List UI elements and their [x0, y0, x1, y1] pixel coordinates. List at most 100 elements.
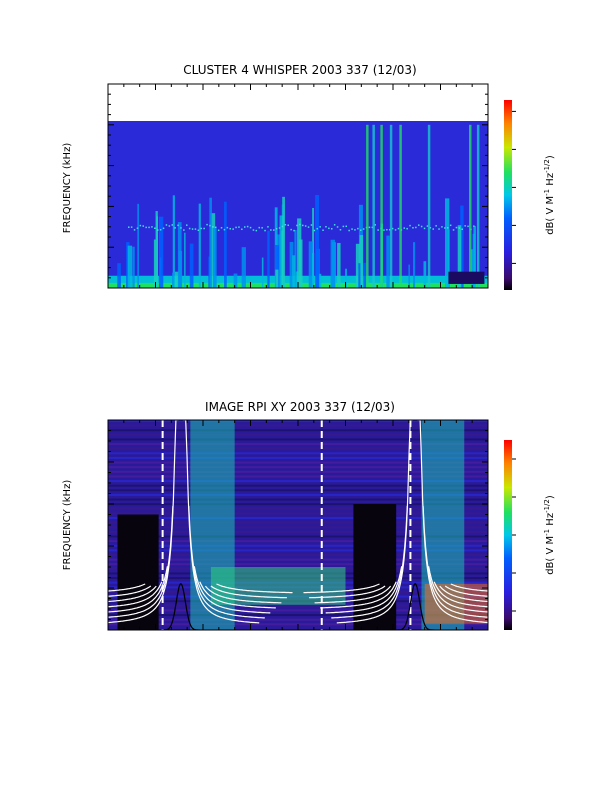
spectral-spike: [355, 243, 360, 288]
plasma-line-dot: [432, 228, 434, 230]
plasma-line-dot: [159, 228, 162, 231]
plasma-line-dot: [151, 226, 153, 228]
plasma-line-dot: [168, 225, 171, 227]
emission-band: [210, 567, 346, 605]
plasma-line-dot: [374, 224, 376, 226]
spectral-spike: [386, 235, 390, 288]
spectrogram-features: [108, 420, 488, 630]
plasma-line-dot: [429, 227, 432, 229]
interference-band: [108, 461, 488, 464]
broadband-burst: [389, 124, 393, 288]
spectral-spike: [174, 271, 180, 288]
plasma-line-dot: [246, 225, 249, 228]
spectral-spike: [282, 196, 285, 288]
plasma-line-dot: [194, 228, 197, 230]
interference-band: [108, 466, 488, 469]
model-curve: [108, 583, 146, 592]
plasma-line-dot: [368, 226, 371, 229]
spectral-spike: [158, 216, 164, 288]
plasma-line-dot: [351, 228, 353, 230]
interference-band: [108, 553, 488, 556]
interference-band: [108, 433, 488, 436]
plasma-line-dot: [171, 224, 173, 226]
plasma-line-dot: [313, 229, 316, 232]
spectral-spike: [363, 262, 367, 288]
spectral-spike: [267, 230, 270, 288]
spectral-spike: [275, 244, 280, 288]
plasma-line-dot: [377, 229, 379, 231]
plasma-line-dot: [162, 227, 165, 230]
plasma-line-dot: [226, 226, 229, 229]
y-axis-label: FREQUENCY (kHz): [62, 480, 73, 571]
dark-region: [353, 504, 397, 630]
spectral-spike: [473, 226, 476, 288]
spectral-spike: [275, 269, 279, 288]
chart-title: CLUSTER 4 WHISPER 2003 337 (12/03): [183, 63, 416, 77]
plasma-line-dot: [238, 226, 240, 228]
interference-band: [108, 618, 488, 621]
spectral-spike: [289, 241, 294, 288]
broadband-burst: [476, 124, 480, 288]
plasma-line-dot: [220, 227, 223, 229]
colorbar-label-exp: -1/2: [543, 499, 551, 513]
plasma-line-dot: [293, 229, 295, 232]
colorbar: [504, 100, 512, 290]
colorbar-label: dB( V M-1 Hz-1/2): [543, 495, 556, 575]
plasma-line-dot: [333, 224, 336, 226]
interference-band: [108, 512, 488, 515]
plasma-line-dot: [435, 225, 437, 227]
interference-band: [108, 535, 488, 538]
interference-band: [108, 549, 488, 552]
plasma-line-dot: [203, 227, 205, 230]
plasma-line-dot: [406, 227, 408, 230]
plasma-line-dot: [255, 229, 258, 232]
plasma-line-dot: [449, 224, 452, 227]
plasma-line-dot: [394, 229, 397, 231]
spectral-spike: [412, 242, 416, 288]
spectral-spike: [132, 246, 135, 288]
broadband-burst: [469, 124, 472, 288]
plasma-line-dot: [258, 226, 260, 229]
panel-image-rpi: IMAGE RPI XY 2003 337 (12/03) FREQUENCY …: [62, 400, 556, 631]
plasma-line-dot: [328, 227, 330, 230]
plasma-line-dot: [154, 227, 156, 230]
plasma-line-dot: [191, 228, 194, 230]
model-curve: [444, 585, 488, 597]
plasma-line-dot: [232, 228, 234, 230]
broadband-burst: [427, 124, 431, 288]
interference-band: [108, 526, 488, 529]
plasma-line-dot: [310, 224, 313, 226]
interference-band: [108, 452, 488, 455]
interference-band: [108, 614, 488, 617]
plasma-line-dot: [316, 227, 318, 230]
model-curve: [450, 583, 488, 592]
colorbar-label-exp: -1/2: [543, 159, 551, 173]
axes: [107, 419, 489, 631]
plasma-line-dot: [244, 226, 246, 228]
plasma-line-dot: [362, 228, 365, 230]
plasma-line-dot: [209, 224, 211, 227]
model-curve: [309, 585, 386, 599]
interference-band: [108, 475, 488, 478]
interference-band: [108, 517, 488, 520]
plasma-line-dot: [455, 226, 458, 229]
model-curve: [433, 581, 488, 608]
plasma-line-dot: [319, 226, 321, 228]
spectral-spike: [233, 273, 238, 288]
interference-band: [108, 498, 488, 501]
spectral-spike: [172, 272, 174, 288]
broadband-burst: [399, 124, 402, 288]
model-curve: [108, 585, 152, 597]
plasma-line-dot: [302, 224, 304, 227]
interference-band: [108, 521, 488, 524]
plasma-line-dot: [142, 225, 144, 227]
model-curve: [193, 566, 271, 614]
spectral-spike: [156, 216, 158, 288]
panel-cluster-whisper: CLUSTER 4 WHISPER 2003 337 (12/03) FREQU…: [62, 63, 556, 290]
colorbar-label-part: Hz: [545, 173, 556, 189]
interference-band: [108, 544, 488, 547]
plasma-line-dot: [339, 228, 342, 231]
spectral-spike: [241, 247, 246, 288]
plasma-line-dot: [229, 227, 231, 230]
spectral-spike: [298, 239, 303, 288]
